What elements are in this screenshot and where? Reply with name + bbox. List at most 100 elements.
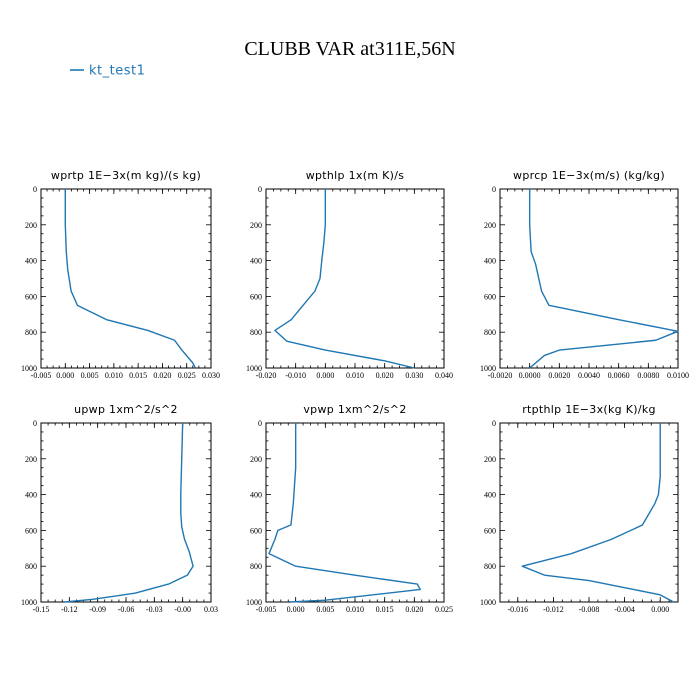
x-tick-label: 0.020 (376, 371, 394, 380)
series-line (521, 423, 674, 603)
x-tick-label: 0.040 (435, 371, 453, 380)
x-tick-label: 0.010 (105, 371, 123, 380)
y-tick-label: 200 (25, 221, 37, 230)
x-tick-label: 0.005 (81, 371, 99, 380)
legend: kt_test1 (70, 64, 145, 79)
panel-title: wprcp 1E−3x(m/s) (kg/kg) (513, 169, 665, 182)
x-tick-label: -0.008 (579, 605, 600, 614)
y-tick-label: 600 (250, 526, 262, 535)
y-tick-label: 800 (484, 562, 496, 571)
x-tick-label: 0.000 (56, 371, 74, 380)
y-tick-label: 200 (250, 455, 262, 464)
x-tick-label: 0.0060 (608, 371, 630, 380)
panel-title: upwp 1xm^2/s^2 (74, 403, 178, 416)
y-tick-label: 1000 (480, 364, 496, 373)
x-tick-label: 0.03 (204, 605, 218, 614)
x-tick-label: 0.020 (153, 371, 171, 380)
y-tick-label: 400 (25, 257, 37, 266)
x-tick-label: -0.0020 (488, 371, 513, 380)
panel-2: wpthlp 1x(m K)/s -0.020 -0.010 0.000 0.010 0.… (246, 169, 453, 380)
x-tick-label: 0.000 (287, 605, 305, 614)
y-tick-label: 0 (33, 419, 37, 428)
x-tick-label: 0.020 (405, 605, 423, 614)
y-tick-label: 600 (25, 292, 37, 301)
x-tick-label: -0.15 (33, 605, 50, 614)
x-tick-label: -0.12 (61, 605, 78, 614)
x-tick-label: 0.005 (316, 605, 334, 614)
x-tick-label: -0.09 (89, 605, 106, 614)
y-tick-label: 800 (25, 328, 37, 337)
x-tick-label: -0.016 (507, 605, 528, 614)
x-tick-label: 0.015 (376, 605, 394, 614)
y-tick-label: 0 (492, 185, 496, 194)
panel-title: vpwp 1xm^2/s^2 (303, 403, 406, 416)
y-tick-label: 0 (258, 185, 262, 194)
y-tick-label: 800 (25, 562, 37, 571)
x-tick-label: 0.000 (316, 371, 334, 380)
y-tick-label: 200 (484, 455, 496, 464)
series-line (268, 423, 421, 603)
plot-frame (40, 422, 212, 603)
y-tick-label: 1000 (480, 598, 496, 607)
plot-frame (265, 188, 445, 369)
series-line (64, 189, 197, 369)
y-tick-label: 0 (33, 185, 37, 194)
y-tick-label: 400 (250, 491, 262, 500)
figure-title: CLUBB VAR at311E,56N (244, 38, 455, 60)
plot-frame (40, 188, 212, 369)
x-tick-label: 0.025 (178, 371, 196, 380)
x-tick-label: 0.030 (405, 371, 423, 380)
x-tick-label: 0.0040 (578, 371, 600, 380)
series-line (274, 189, 415, 369)
panel-5: vpwp 1xm^2/s^2 -0.005 0.000 0.005 0.010 0.015… (246, 403, 453, 614)
panel-title: wpthlp 1x(m K)/s (306, 169, 405, 182)
panel-title: rtpthlp 1E−3x(kg K)/kg (522, 403, 656, 416)
x-tick-label: 0.030 (202, 371, 220, 380)
x-tick-label: 0.0000 (519, 371, 541, 380)
panel-1: wprtp 1E−3x(m kg)/(s kg) -0.005 0.000 0.005… (21, 169, 220, 380)
y-tick-label: 200 (25, 455, 37, 464)
y-tick-label: 1000 (246, 598, 262, 607)
x-tick-label: 0.0080 (637, 371, 659, 380)
x-tick-label: -0.005 (256, 605, 277, 614)
x-tick-label: -0.012 (543, 605, 564, 614)
plot-frame (499, 422, 679, 603)
x-tick-label: 0.0100 (667, 371, 689, 380)
x-tick-label: 0.010 (346, 371, 364, 380)
y-tick-label: 600 (250, 292, 262, 301)
y-tick-label: 400 (484, 491, 496, 500)
y-tick-label: 800 (250, 562, 262, 571)
x-tick-label: -0.00 (174, 605, 191, 614)
x-tick-label: 0.0020 (548, 371, 570, 380)
y-tick-label: 1000 (21, 364, 37, 373)
series-line (528, 189, 679, 369)
panel-4: upwp 1xm^2/s^2 -0.15 -0.12 -0.09 -0.06 -0.03 -… (21, 403, 218, 614)
x-tick-label: 0.015 (129, 371, 147, 380)
y-tick-label: 600 (25, 526, 37, 535)
y-tick-label: 800 (250, 328, 262, 337)
x-tick-label: -0.06 (118, 605, 135, 614)
y-tick-label: 200 (250, 221, 262, 230)
x-tick-label: 0.010 (346, 605, 364, 614)
y-tick-label: 600 (484, 292, 496, 301)
y-tick-label: 1000 (21, 598, 37, 607)
x-tick-label: -0.020 (256, 371, 277, 380)
y-tick-label: 600 (484, 526, 496, 535)
y-tick-label: 0 (492, 419, 496, 428)
y-tick-label: 0 (258, 419, 262, 428)
series-line (64, 422, 194, 603)
panel-6: rtpthlp 1E−3x(kg K)/kg -0.016 -0.012 -0.008… (480, 403, 679, 614)
legend-label: kt_test1 (89, 64, 145, 79)
panel-title: wprtp 1E−3x(m kg)/(s kg) (51, 169, 201, 182)
x-tick-label: -0.004 (614, 605, 635, 614)
y-tick-label: 200 (484, 221, 496, 230)
y-tick-label: 1000 (246, 364, 262, 373)
panels-container: wprtp 1E−3x(m kg)/(s kg) -0.005 0.000 0.005… (21, 169, 689, 614)
x-tick-label: 0.000 (651, 605, 669, 614)
x-tick-label: 0.025 (435, 605, 453, 614)
y-tick-label: 400 (250, 257, 262, 266)
x-tick-label: -0.010 (285, 371, 306, 380)
x-tick-label: -0.005 (31, 371, 52, 380)
y-tick-label: 800 (484, 328, 496, 337)
